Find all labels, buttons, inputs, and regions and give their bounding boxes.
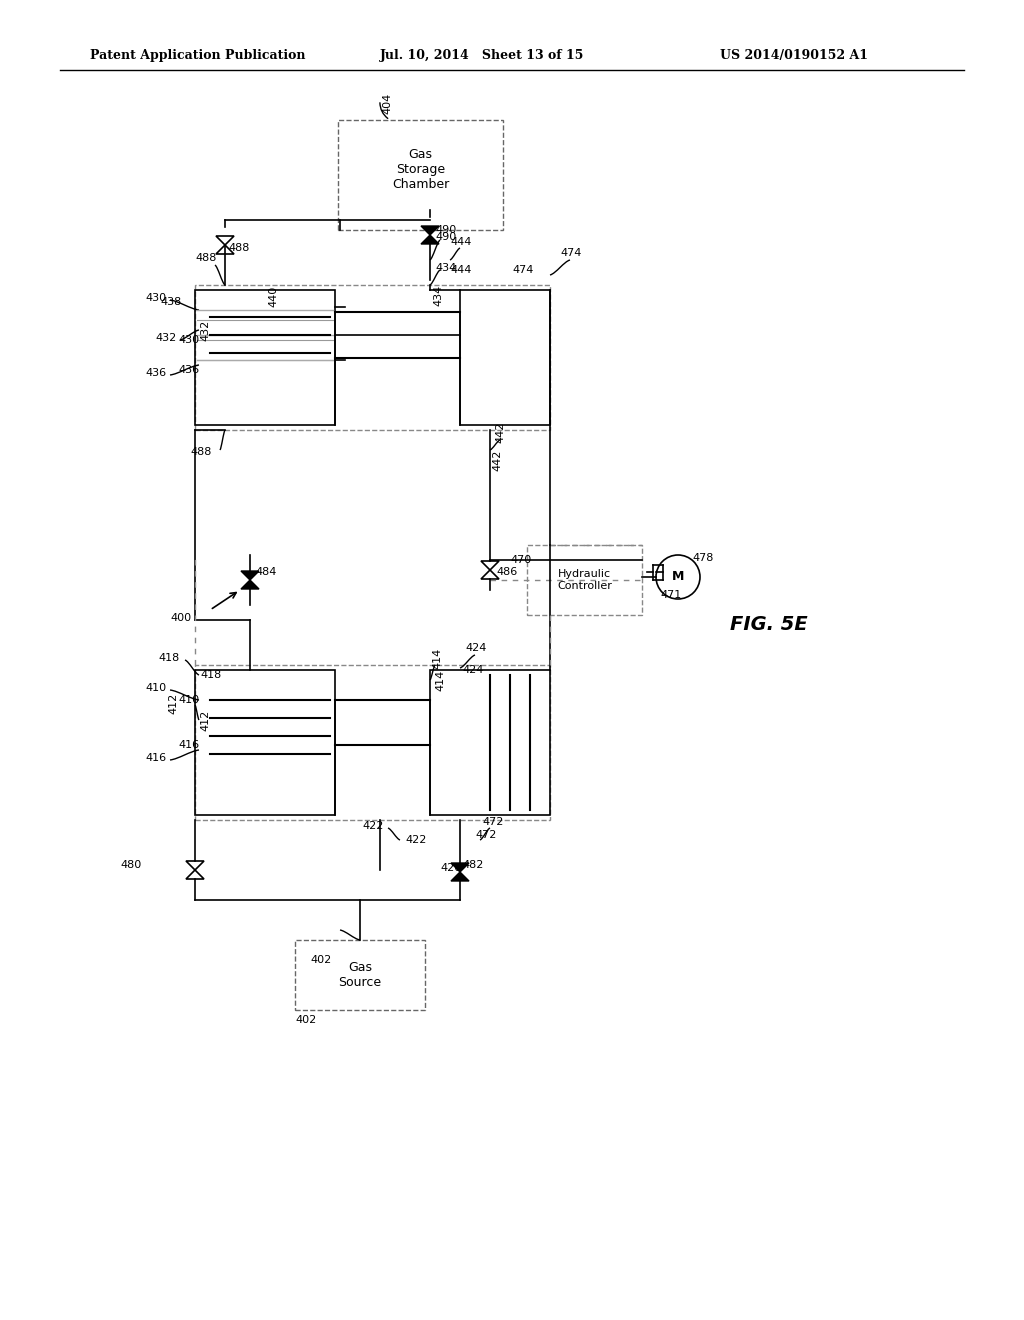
Text: 442: 442 bbox=[495, 421, 505, 442]
Text: 416: 416 bbox=[145, 752, 166, 763]
Text: 422: 422 bbox=[406, 836, 426, 845]
Text: 444: 444 bbox=[450, 265, 471, 275]
Text: 402: 402 bbox=[310, 954, 331, 965]
Text: 420: 420 bbox=[440, 863, 461, 873]
Polygon shape bbox=[186, 861, 204, 870]
Bar bbox=[195, 290, 335, 425]
Polygon shape bbox=[241, 572, 259, 579]
Text: 488: 488 bbox=[190, 447, 211, 457]
Text: 410: 410 bbox=[145, 682, 166, 693]
Text: 402: 402 bbox=[295, 1015, 316, 1026]
Text: 482: 482 bbox=[462, 861, 483, 870]
Text: 432: 432 bbox=[200, 319, 210, 341]
Text: 472: 472 bbox=[475, 830, 497, 840]
Text: 416: 416 bbox=[178, 741, 199, 750]
Bar bbox=[338, 120, 503, 230]
Polygon shape bbox=[421, 235, 439, 244]
Text: 412: 412 bbox=[200, 709, 210, 731]
Text: 470: 470 bbox=[510, 554, 531, 565]
Text: 484: 484 bbox=[255, 568, 276, 577]
Bar bbox=[460, 290, 550, 425]
Polygon shape bbox=[216, 246, 234, 253]
Polygon shape bbox=[451, 863, 469, 873]
Text: 480: 480 bbox=[120, 861, 141, 870]
Text: 488: 488 bbox=[195, 253, 216, 263]
Bar bbox=[195, 671, 335, 814]
Text: 418: 418 bbox=[158, 653, 179, 663]
Polygon shape bbox=[216, 236, 234, 246]
Text: 414: 414 bbox=[435, 669, 445, 690]
Polygon shape bbox=[241, 579, 259, 589]
Text: 486: 486 bbox=[496, 568, 517, 577]
Text: Patent Application Publication: Patent Application Publication bbox=[90, 49, 305, 62]
Text: 432: 432 bbox=[155, 333, 176, 343]
Text: 430: 430 bbox=[145, 293, 166, 304]
Bar bbox=[195, 665, 550, 820]
Text: 471: 471 bbox=[660, 590, 681, 601]
Text: 434: 434 bbox=[433, 284, 443, 306]
Text: 404: 404 bbox=[382, 92, 392, 114]
Polygon shape bbox=[481, 561, 499, 570]
Text: 436: 436 bbox=[178, 366, 199, 375]
Text: 444: 444 bbox=[450, 238, 471, 247]
Text: 412: 412 bbox=[168, 693, 178, 714]
Polygon shape bbox=[421, 226, 439, 235]
Text: 440: 440 bbox=[268, 285, 278, 306]
Text: FIG. 5E: FIG. 5E bbox=[730, 615, 808, 635]
Polygon shape bbox=[186, 870, 204, 879]
Text: M: M bbox=[672, 570, 684, 583]
Text: Gas
Storage
Chamber: Gas Storage Chamber bbox=[392, 149, 450, 191]
Text: 438: 438 bbox=[160, 297, 181, 308]
Text: 478: 478 bbox=[692, 553, 714, 564]
Text: Jul. 10, 2014   Sheet 13 of 15: Jul. 10, 2014 Sheet 13 of 15 bbox=[380, 49, 585, 62]
Text: 488: 488 bbox=[228, 243, 250, 253]
Polygon shape bbox=[451, 873, 469, 880]
Text: Hydraulic
Controller: Hydraulic Controller bbox=[557, 569, 612, 591]
Text: 472: 472 bbox=[482, 817, 504, 828]
Text: 490: 490 bbox=[435, 224, 457, 235]
Text: 422: 422 bbox=[362, 821, 383, 832]
Text: 418: 418 bbox=[200, 671, 221, 680]
Bar bbox=[527, 545, 642, 615]
Text: 434: 434 bbox=[435, 263, 457, 273]
Text: 474: 474 bbox=[512, 265, 534, 275]
Text: 410: 410 bbox=[178, 696, 199, 705]
Text: 474: 474 bbox=[560, 248, 582, 257]
Bar bbox=[295, 940, 425, 1010]
Bar bbox=[430, 671, 550, 814]
Text: 490: 490 bbox=[435, 232, 457, 242]
Text: 400: 400 bbox=[170, 612, 191, 623]
Text: 436: 436 bbox=[145, 368, 166, 378]
Text: Gas
Source: Gas Source bbox=[339, 961, 382, 989]
Text: 430: 430 bbox=[178, 335, 199, 345]
Text: 414: 414 bbox=[432, 647, 442, 669]
Text: 424: 424 bbox=[465, 643, 486, 653]
Text: 424: 424 bbox=[462, 665, 483, 675]
Text: 442: 442 bbox=[492, 449, 502, 471]
Text: US 2014/0190152 A1: US 2014/0190152 A1 bbox=[720, 49, 868, 62]
Polygon shape bbox=[481, 570, 499, 579]
Bar bbox=[195, 285, 550, 430]
